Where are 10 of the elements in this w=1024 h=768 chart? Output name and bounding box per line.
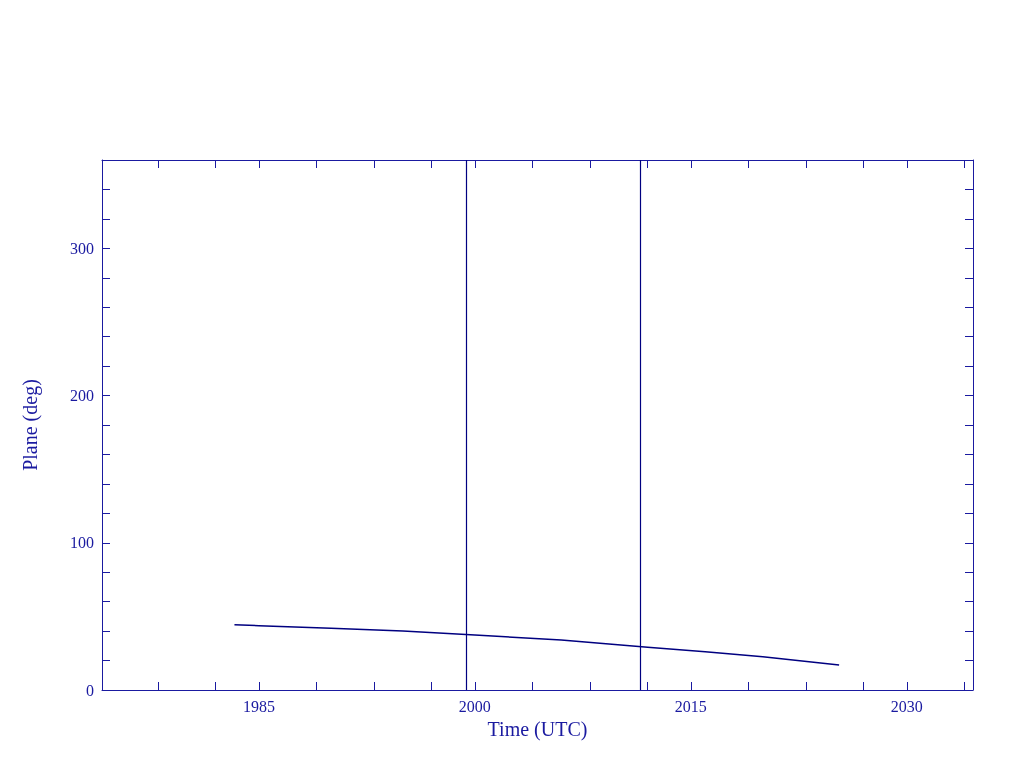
x-tick-label: 2015 (674, 697, 707, 715)
y-axis-title: Plane (deg) (19, 379, 42, 471)
y-tick-label: 0 (86, 681, 94, 699)
x-tick-label: 2030 (890, 697, 923, 715)
x-tick-label: 2000 (458, 697, 491, 715)
x-axis-title: Time (UTC) (487, 717, 588, 741)
y-tick-label: 200 (70, 387, 94, 405)
x-tick-label: 1985 (242, 697, 275, 715)
y-tick-label: 100 (70, 534, 94, 552)
y-tick-label: 300 (70, 239, 94, 257)
